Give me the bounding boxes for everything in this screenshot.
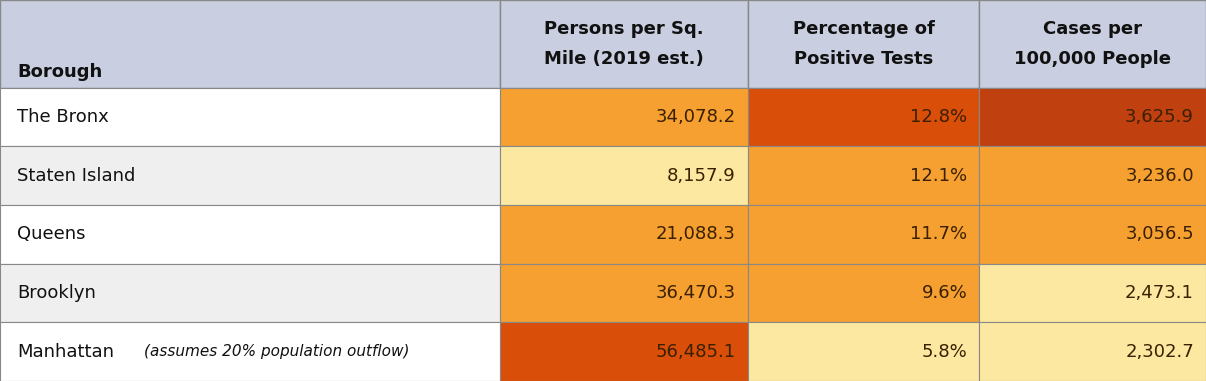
Text: Staten Island: Staten Island [17,166,135,185]
Bar [748,146,979,205]
Bar [500,146,748,205]
Bar [500,322,748,381]
Bar [748,88,979,146]
Bar [979,146,1206,205]
Text: Queens: Queens [17,225,86,243]
Bar [979,88,1206,146]
Text: 5.8%: 5.8% [921,343,967,361]
Text: 56,485.1: 56,485.1 [656,343,736,361]
Text: Mile (2019 est.): Mile (2019 est.) [544,50,704,68]
Bar [0,88,500,146]
Text: 2,302.7: 2,302.7 [1125,343,1194,361]
Bar [748,0,979,88]
Bar [0,0,500,88]
Text: 12.8%: 12.8% [911,108,967,126]
Bar [500,88,748,146]
Text: 2,473.1: 2,473.1 [1125,284,1194,302]
Text: Borough: Borough [17,63,103,82]
Bar [0,322,500,381]
Text: 8,157.9: 8,157.9 [667,166,736,185]
Bar [979,0,1206,88]
Text: (assumes 20% population outflow): (assumes 20% population outflow) [144,344,409,359]
Text: 21,088.3: 21,088.3 [656,225,736,243]
Bar [979,322,1206,381]
Text: 9.6%: 9.6% [921,284,967,302]
Text: Cases per: Cases per [1043,19,1142,38]
Text: Brooklyn: Brooklyn [17,284,95,302]
Bar [500,264,748,322]
Bar [0,146,500,205]
Text: 12.1%: 12.1% [911,166,967,185]
Text: The Bronx: The Bronx [17,108,109,126]
Text: Manhattan: Manhattan [17,343,113,361]
Bar [0,264,500,322]
Text: Percentage of: Percentage of [792,19,935,38]
Text: 100,000 People: 100,000 People [1014,50,1171,68]
Bar [500,0,748,88]
Text: 3,236.0: 3,236.0 [1125,166,1194,185]
Text: 3,625.9: 3,625.9 [1125,108,1194,126]
Text: Positive Tests: Positive Tests [794,50,933,68]
Text: 36,470.3: 36,470.3 [656,284,736,302]
Bar [500,205,748,264]
Text: 34,078.2: 34,078.2 [656,108,736,126]
Text: 3,056.5: 3,056.5 [1125,225,1194,243]
Bar [748,264,979,322]
Text: Persons per Sq.: Persons per Sq. [544,19,704,38]
Text: 11.7%: 11.7% [911,225,967,243]
Bar [0,205,500,264]
Bar [979,264,1206,322]
Bar [979,205,1206,264]
Bar [748,205,979,264]
Bar [748,322,979,381]
